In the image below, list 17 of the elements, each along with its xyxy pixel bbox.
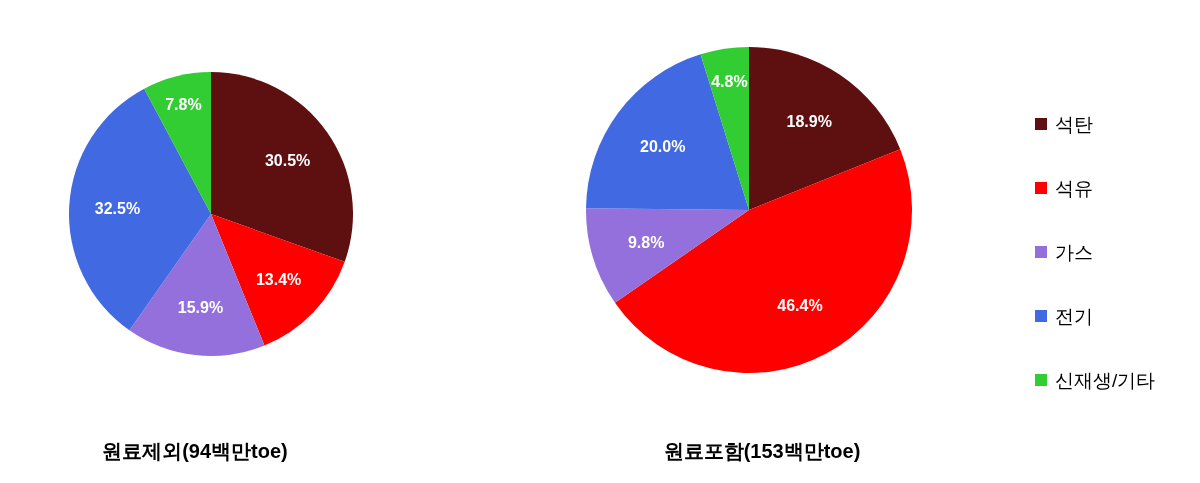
legend-label: 석탄 bbox=[1055, 114, 1093, 135]
data-label: 32.5% bbox=[94, 200, 141, 218]
data-label: 20.0% bbox=[640, 137, 686, 155]
legend-label: 전기 bbox=[1055, 306, 1093, 327]
data-label: 4.8% bbox=[711, 73, 748, 91]
data-label: 15.9% bbox=[177, 299, 224, 317]
legend-label: 가스 bbox=[1055, 242, 1093, 263]
data-label: 46.4% bbox=[777, 296, 823, 314]
data-label: 13.4% bbox=[255, 270, 302, 288]
legend-label: 신재생/기타 bbox=[1055, 370, 1156, 391]
data-label: 7.8% bbox=[165, 95, 202, 113]
data-label: 30.5% bbox=[264, 152, 311, 170]
data-label: 9.8% bbox=[627, 233, 665, 251]
data-label: 18.9% bbox=[786, 112, 832, 130]
text: 원료제외(94백만toe) bbox=[102, 440, 288, 462]
legend-label: 석유 bbox=[1055, 178, 1093, 199]
text: 원료포함(153백만toe) bbox=[663, 440, 861, 462]
